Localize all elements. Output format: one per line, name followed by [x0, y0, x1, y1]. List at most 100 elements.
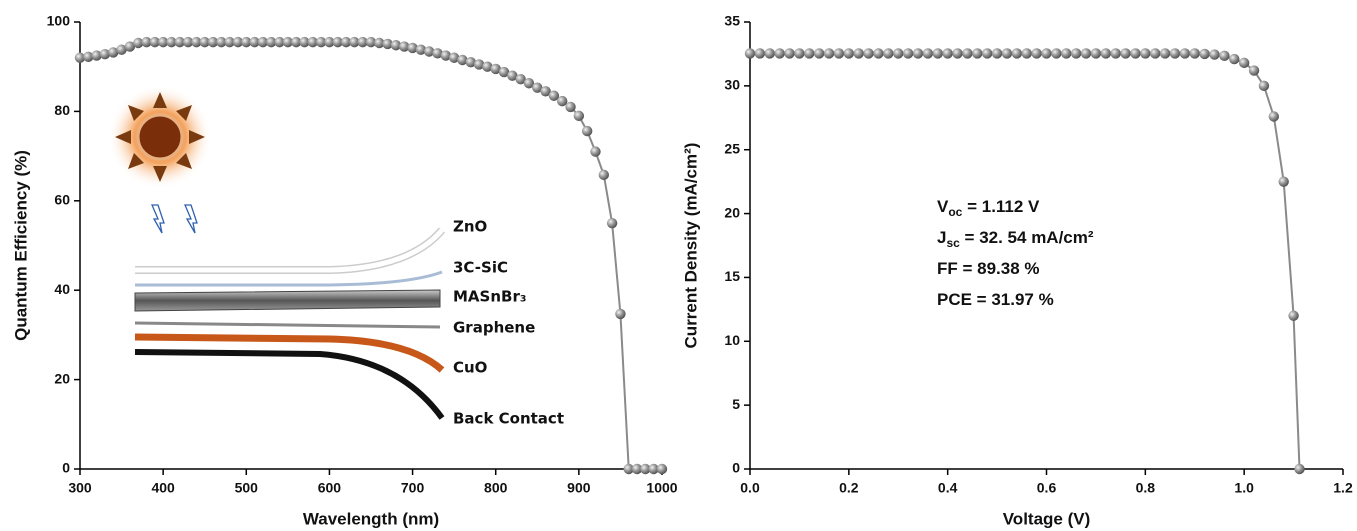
- data-point: [648, 463, 659, 475]
- data-point: [972, 48, 983, 59]
- data-point: [1061, 48, 1072, 59]
- data-point: [1110, 48, 1121, 59]
- data-point: [623, 463, 634, 475]
- data-point: [1238, 57, 1250, 69]
- data-point: [382, 38, 393, 50]
- y-tick-label: 0: [62, 460, 70, 476]
- inset-label: Graphene: [453, 319, 535, 337]
- data-point: [83, 51, 94, 63]
- inset-label: CuO: [453, 359, 487, 377]
- data-point: [843, 48, 855, 59]
- y-tick-label: 30: [724, 77, 740, 93]
- data-point: [440, 50, 452, 61]
- data-point: [124, 41, 136, 52]
- y-tick-label: 20: [724, 204, 740, 220]
- data-point: [784, 48, 795, 59]
- y-axis-title: Current Density (mA/cm²): [681, 143, 700, 349]
- data-point: [149, 36, 161, 48]
- data-point: [833, 48, 845, 59]
- x-tick-label: 0.0: [740, 480, 760, 496]
- data-point: [349, 36, 360, 48]
- data-point: [191, 36, 202, 48]
- x-tick-label: 1000: [646, 480, 677, 496]
- y-tick-label: 60: [54, 192, 70, 208]
- data-point: [991, 48, 1003, 59]
- data-point: [1229, 53, 1240, 65]
- data-point: [962, 48, 973, 59]
- data-point: [465, 57, 476, 68]
- data-point: [573, 110, 585, 122]
- data-point: [523, 78, 535, 89]
- data-point: [557, 95, 568, 107]
- data-point: [631, 463, 643, 475]
- x-tick-label: 300: [68, 480, 92, 496]
- data-point: [357, 36, 368, 48]
- data-point: [1150, 48, 1161, 59]
- data-point: [133, 37, 144, 49]
- x-tick-label: 0.6: [1037, 480, 1057, 496]
- data-point: [764, 48, 775, 59]
- x-tick-label: 1.2: [1333, 480, 1353, 496]
- data-point: [174, 36, 185, 48]
- data-point: [182, 36, 194, 48]
- data-point: [1070, 48, 1082, 59]
- data-point: [390, 40, 402, 51]
- annotation: PCE = 31.97 %: [937, 290, 1054, 309]
- inset-diagram: [108, 85, 446, 420]
- data-point: [1120, 48, 1131, 59]
- data-point: [1100, 48, 1112, 59]
- annotation-main: J: [937, 228, 946, 247]
- data-point: [374, 37, 385, 49]
- x-tick-label: 0.4: [938, 480, 958, 496]
- y-axis-title: Quantum Efficiency (%): [11, 150, 30, 341]
- annotation: Voc = 1.112 V: [937, 197, 1040, 219]
- data-point: [91, 50, 102, 61]
- data-point: [1199, 48, 1210, 60]
- data-point: [744, 48, 756, 59]
- x-tick-label: 1.0: [1234, 480, 1254, 496]
- y-tick-label: 80: [54, 102, 70, 118]
- data-point: [1219, 50, 1230, 62]
- annotation-main: PCE = 31.97 %: [937, 290, 1054, 309]
- inset-label: Back Contact: [453, 410, 564, 428]
- data-point: [1169, 48, 1181, 59]
- data-point: [257, 36, 269, 48]
- data-point: [1189, 48, 1200, 59]
- data-point: [166, 36, 177, 48]
- annotation-sub: sc: [946, 236, 960, 250]
- data-point: [498, 66, 510, 78]
- data-point: [982, 48, 993, 59]
- data-point: [207, 36, 219, 48]
- x-axis-title: Wavelength (nm): [303, 509, 439, 528]
- data-point: [853, 48, 864, 59]
- data-point: [942, 48, 953, 59]
- data-point: [1090, 48, 1102, 59]
- y-tick-label: 100: [47, 13, 71, 29]
- data-point: [74, 52, 86, 63]
- data-point: [1258, 80, 1270, 92]
- x-tick-label: 800: [484, 480, 508, 496]
- inset-label: ZnO: [453, 218, 487, 236]
- data-point: [1041, 48, 1052, 59]
- data-point: [515, 74, 526, 85]
- x-tick-label: 0.8: [1136, 480, 1156, 496]
- data-point: [902, 48, 914, 59]
- data-point: [1001, 48, 1013, 59]
- annotation-main: V: [937, 197, 949, 216]
- annotation-sub: oc: [948, 205, 962, 219]
- data-point: [224, 36, 235, 48]
- data-point: [282, 36, 294, 48]
- data-point: [1179, 48, 1191, 59]
- data-point: [324, 36, 335, 48]
- data-point: [912, 48, 924, 59]
- data-point: [490, 63, 501, 75]
- data-point: [1031, 48, 1042, 59]
- data-point: [249, 36, 260, 48]
- x-tick-label: 700: [401, 480, 425, 496]
- data-point: [922, 48, 934, 59]
- data-point: [1278, 176, 1289, 187]
- y-tick-label: 0: [732, 460, 740, 476]
- data-point: [1294, 463, 1305, 475]
- data-point: [199, 36, 210, 48]
